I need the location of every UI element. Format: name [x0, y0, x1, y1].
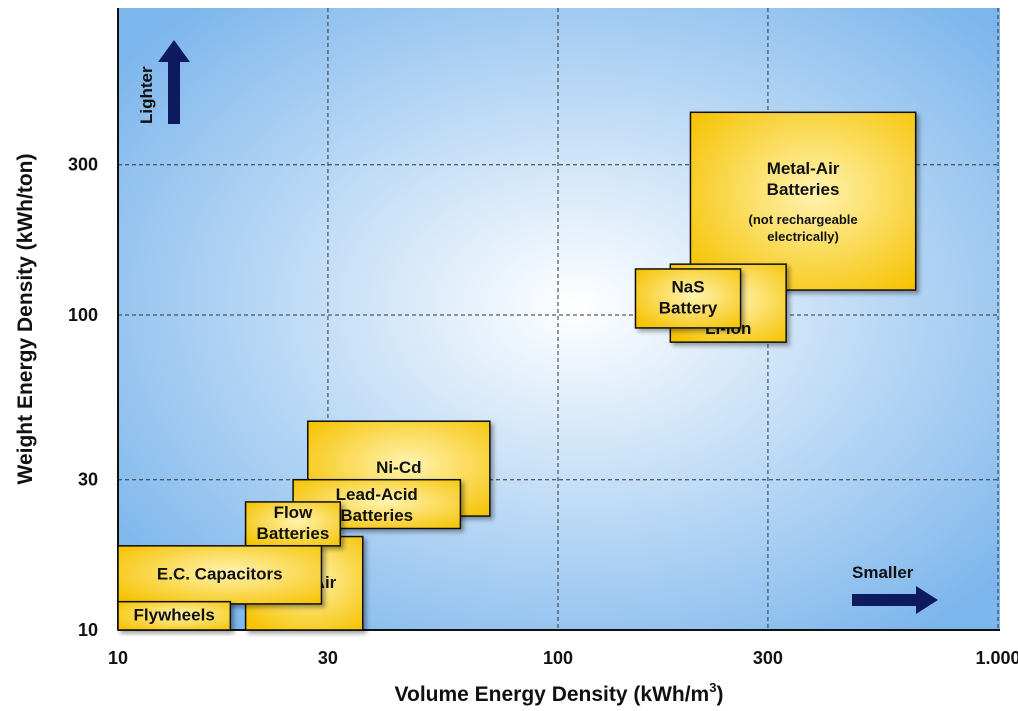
region-label: Battery	[659, 298, 718, 317]
smaller-label: Smaller	[852, 563, 914, 582]
regions: Metal-Air Batteries (not rechargeable elect…	[117, 111, 917, 631]
region-nas-battery: NaS Battery	[634, 268, 742, 329]
lighter-label: Lighter	[137, 66, 156, 124]
region-label: NaS	[671, 277, 704, 296]
region-note: (not rechargeable	[749, 212, 858, 227]
x-tick-label: 10	[108, 648, 128, 668]
smaller-annotation: Smaller	[852, 563, 938, 614]
y-axis-title: Weight Energy Density (kWh/ton)	[14, 154, 37, 485]
x-axis-title-tail: )	[716, 683, 723, 706]
x-axis-title: Volume Energy Density (kWh/m3)	[395, 680, 724, 706]
region-label: E.C. Capacitors	[157, 564, 283, 583]
region-label: Batteries	[340, 506, 413, 525]
region-flywheels: Flywheels	[117, 600, 232, 631]
region-box	[117, 545, 323, 605]
x-tick-labels: 10 30 100 300 1.000	[108, 648, 1018, 668]
right-arrow-icon	[852, 586, 938, 614]
region-label: Batteries	[767, 180, 840, 199]
up-arrow-icon	[158, 40, 190, 124]
y-tick-label: 30	[78, 470, 98, 490]
y-tick-label: 100	[68, 305, 98, 325]
y-tick-labels: 10 30 100 300	[68, 155, 98, 640]
x-axis-title-superscript: 3	[709, 680, 716, 695]
region-note: electrically)	[767, 229, 839, 244]
region-label: Lead-Acid	[336, 485, 418, 504]
region-box	[117, 600, 232, 631]
region-box	[244, 501, 342, 547]
y-tick-label: 300	[68, 155, 98, 175]
region-box	[689, 111, 917, 291]
y-tick-label: 10	[78, 620, 98, 640]
region-metal-air-batteries: Metal-Air Batteries (not rechargeable elect…	[689, 111, 917, 291]
lighter-annotation: Lighter	[137, 40, 190, 124]
x-tick-label: 1.000	[975, 648, 1018, 668]
region-label: Flow	[274, 503, 313, 522]
x-tick-label: 30	[318, 648, 338, 668]
region-label: Ni-Cd	[376, 458, 421, 477]
region-label: Batteries	[257, 524, 330, 543]
region-flow-batteries: Flow Batteries	[244, 501, 342, 547]
x-tick-label: 100	[543, 648, 573, 668]
region-e-c-capacitors: E.C. Capacitors	[117, 545, 323, 605]
x-tick-label: 300	[753, 648, 783, 668]
region-label: Flywheels	[134, 605, 215, 624]
region-box	[634, 268, 742, 329]
region-label: Metal-Air	[767, 159, 840, 178]
